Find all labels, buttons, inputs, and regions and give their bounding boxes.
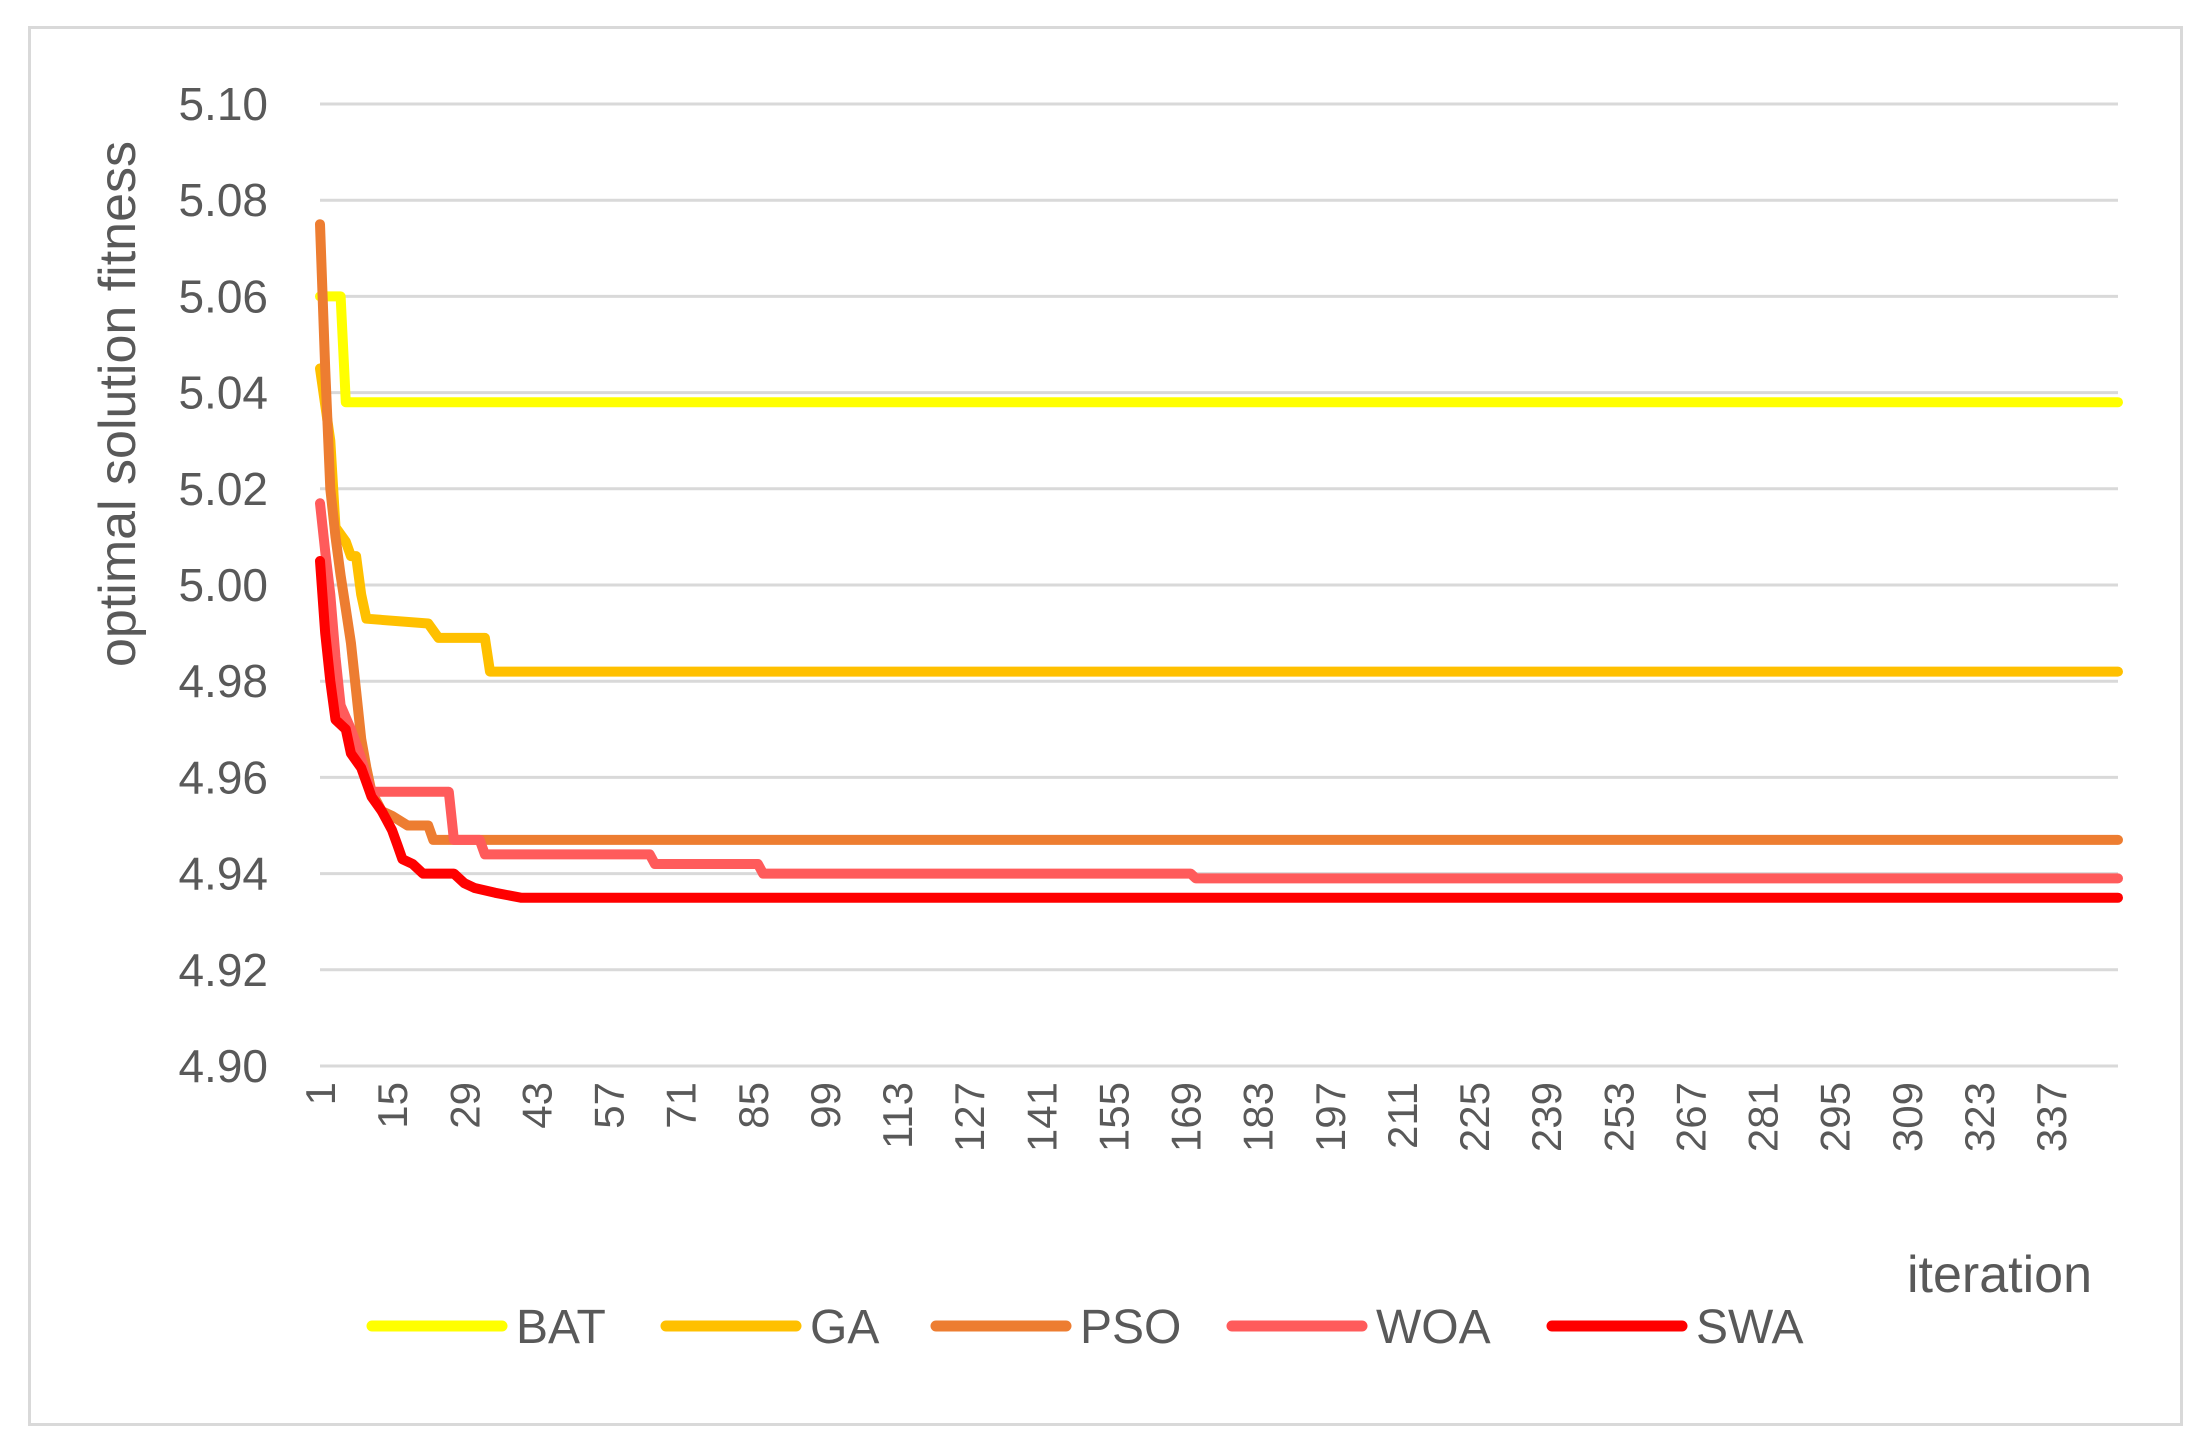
gridlines (320, 102, 2118, 1068)
series-lines (315, 219, 2123, 903)
x-tick-label: 183 (1235, 1082, 1282, 1152)
x-tick-label: 113 (874, 1082, 921, 1149)
legend-label-ga: GA (810, 1301, 879, 1354)
x-tick-label: 211 (1379, 1082, 1426, 1149)
y-tick-label: 5.02 (178, 463, 268, 515)
x-tick-label: 29 (441, 1082, 488, 1129)
series-line-swa (315, 556, 2123, 903)
x-tick-label: 85 (730, 1082, 777, 1129)
y-tick-label: 4.92 (178, 944, 268, 996)
x-tick-label: 295 (1812, 1082, 1859, 1152)
x-tick-label: 57 (586, 1082, 633, 1129)
x-tick-label: 253 (1595, 1082, 1642, 1152)
x-tick-label: 155 (1090, 1082, 1137, 1152)
y-axis-title: optimal solution fitness (89, 141, 147, 667)
x-tick-label: 267 (1667, 1082, 1714, 1152)
y-axis-ticks: 5.10 5.08 5.06 5.04 5.02 5.00 4.98 4.96 4.94 4.92… (178, 78, 268, 1092)
legend-label-pso: PSO (1080, 1301, 1181, 1354)
y-tick-label: 5.08 (178, 174, 268, 226)
series-line-woa (315, 498, 2123, 884)
x-tick-label: 141 (1018, 1082, 1065, 1152)
legend: BAT GA PSO WOA SWA (366, 1301, 1804, 1354)
x-tick-label: 337 (2028, 1082, 2075, 1152)
x-tick-label: 239 (1523, 1082, 1570, 1152)
series-line-bat (315, 291, 2123, 408)
x-axis-title: iteration (1907, 1246, 2092, 1304)
x-tick-label: 15 (369, 1082, 416, 1129)
x-tick-label: 197 (1307, 1082, 1354, 1152)
x-tick-label: 127 (946, 1082, 993, 1152)
x-tick-label: 1 (297, 1082, 344, 1105)
x-tick-label: 225 (1451, 1082, 1498, 1152)
y-tick-label: 5.10 (178, 78, 268, 130)
legend-label-swa: SWA (1696, 1301, 1804, 1354)
x-tick-label: 43 (513, 1082, 560, 1129)
series-line-ga (315, 363, 2123, 677)
y-tick-label: 5.00 (178, 559, 268, 611)
legend-label-bat: BAT (516, 1301, 606, 1354)
x-tick-label: 281 (1740, 1082, 1787, 1152)
x-tick-label: 169 (1163, 1082, 1210, 1152)
y-tick-label: 4.90 (178, 1040, 268, 1092)
x-tick-label: 99 (802, 1082, 849, 1129)
chart-frame (28, 26, 2183, 1426)
x-axis-ticks: 1 15 29 43 57 71 85 99 113 127 141 155 169 183 197 211 2… (297, 1082, 2075, 1152)
x-tick-label: 71 (658, 1082, 705, 1129)
x-tick-label: 323 (1956, 1082, 2003, 1152)
legend-label-woa: WOA (1376, 1301, 1491, 1354)
x-tick-label: 309 (1884, 1082, 1931, 1152)
y-tick-label: 5.06 (178, 270, 268, 322)
y-tick-label: 5.04 (178, 367, 268, 419)
y-tick-label: 4.96 (178, 751, 268, 803)
y-tick-label: 4.98 (178, 655, 268, 707)
y-tick-label: 4.94 (178, 848, 268, 900)
series-line-pso (315, 219, 2123, 845)
